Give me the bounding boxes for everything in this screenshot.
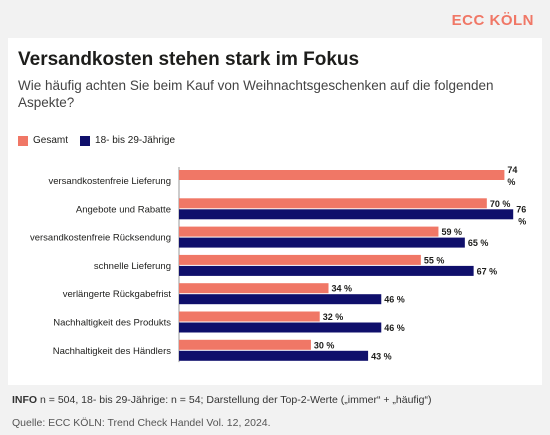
data-label-unit: % bbox=[507, 177, 515, 187]
data-label: 70 % bbox=[490, 199, 511, 209]
data-label: 46 % bbox=[384, 295, 405, 305]
category-label: Angebote und Rabatte bbox=[76, 204, 171, 215]
footer-source: Quelle: ECC KÖLN: Trend Check Handel Vol… bbox=[12, 417, 271, 429]
bar-young bbox=[179, 294, 382, 305]
data-label: 30 % bbox=[314, 340, 335, 350]
bar-gesamt bbox=[179, 339, 311, 350]
category-label: verlängerte Rückgabefrist bbox=[63, 289, 172, 300]
footer-info-label: INFO bbox=[12, 394, 38, 406]
brand-logo: ECC KÖLN bbox=[451, 12, 534, 29]
bar-gesamt bbox=[179, 198, 487, 209]
bar-gesamt bbox=[179, 311, 320, 322]
data-label: 43 % bbox=[371, 351, 392, 361]
bar-young bbox=[179, 265, 474, 276]
data-label-unit: % bbox=[518, 216, 526, 226]
footer-info-text: n = 504, 18- bis 29-Jährige: n = 54; Dar… bbox=[37, 394, 432, 406]
legend-label-gesamt: Gesamt bbox=[33, 135, 69, 146]
footer-info: INFO n = 504, 18- bis 29-Jährige: n = 54… bbox=[12, 394, 432, 406]
category-label: Nachhaltigkeit des Händlers bbox=[53, 346, 172, 357]
chart-legend: Gesamt 18- bis 29-Jährige bbox=[18, 135, 187, 146]
category-label: schnelle Lieferung bbox=[94, 261, 171, 272]
bar-young bbox=[179, 209, 514, 220]
data-label: 67 % bbox=[477, 266, 498, 276]
legend-item-gesamt: Gesamt bbox=[18, 135, 68, 146]
data-label: 55 % bbox=[424, 255, 445, 265]
legend-item-young: 18- bis 29-Jährige bbox=[80, 135, 175, 146]
category-label: Nachhaltigkeit des Produkts bbox=[53, 318, 171, 329]
bar-gesamt bbox=[179, 283, 329, 294]
data-label: 65 % bbox=[468, 238, 489, 248]
data-label: 46 % bbox=[384, 323, 405, 333]
bar-young bbox=[179, 350, 369, 361]
bar-young bbox=[179, 237, 465, 248]
legend-label-young: 18- bis 29-Jährige bbox=[95, 135, 176, 146]
bar-gesamt bbox=[179, 226, 439, 237]
bar-young bbox=[179, 322, 382, 333]
legend-swatch-gesamt bbox=[18, 135, 28, 146]
data-label: 32 % bbox=[323, 312, 344, 322]
chart-subtitle: Wie häufig achten Sie beim Kauf von Weih… bbox=[18, 78, 494, 110]
data-label: 74 bbox=[507, 165, 517, 175]
data-label: 76 bbox=[516, 204, 526, 214]
data-label: 59 % bbox=[441, 227, 462, 237]
chart-title: Versandkosten stehen stark im Fokus bbox=[18, 49, 360, 70]
bar-gesamt bbox=[179, 170, 505, 180]
category-label: versandkostenfreie Lieferung bbox=[48, 176, 171, 187]
legend-swatch-young bbox=[80, 135, 91, 146]
category-label: versandkostenfreie Rücksendung bbox=[30, 233, 171, 244]
bar-gesamt bbox=[179, 254, 421, 265]
data-label: 34 % bbox=[332, 284, 353, 294]
